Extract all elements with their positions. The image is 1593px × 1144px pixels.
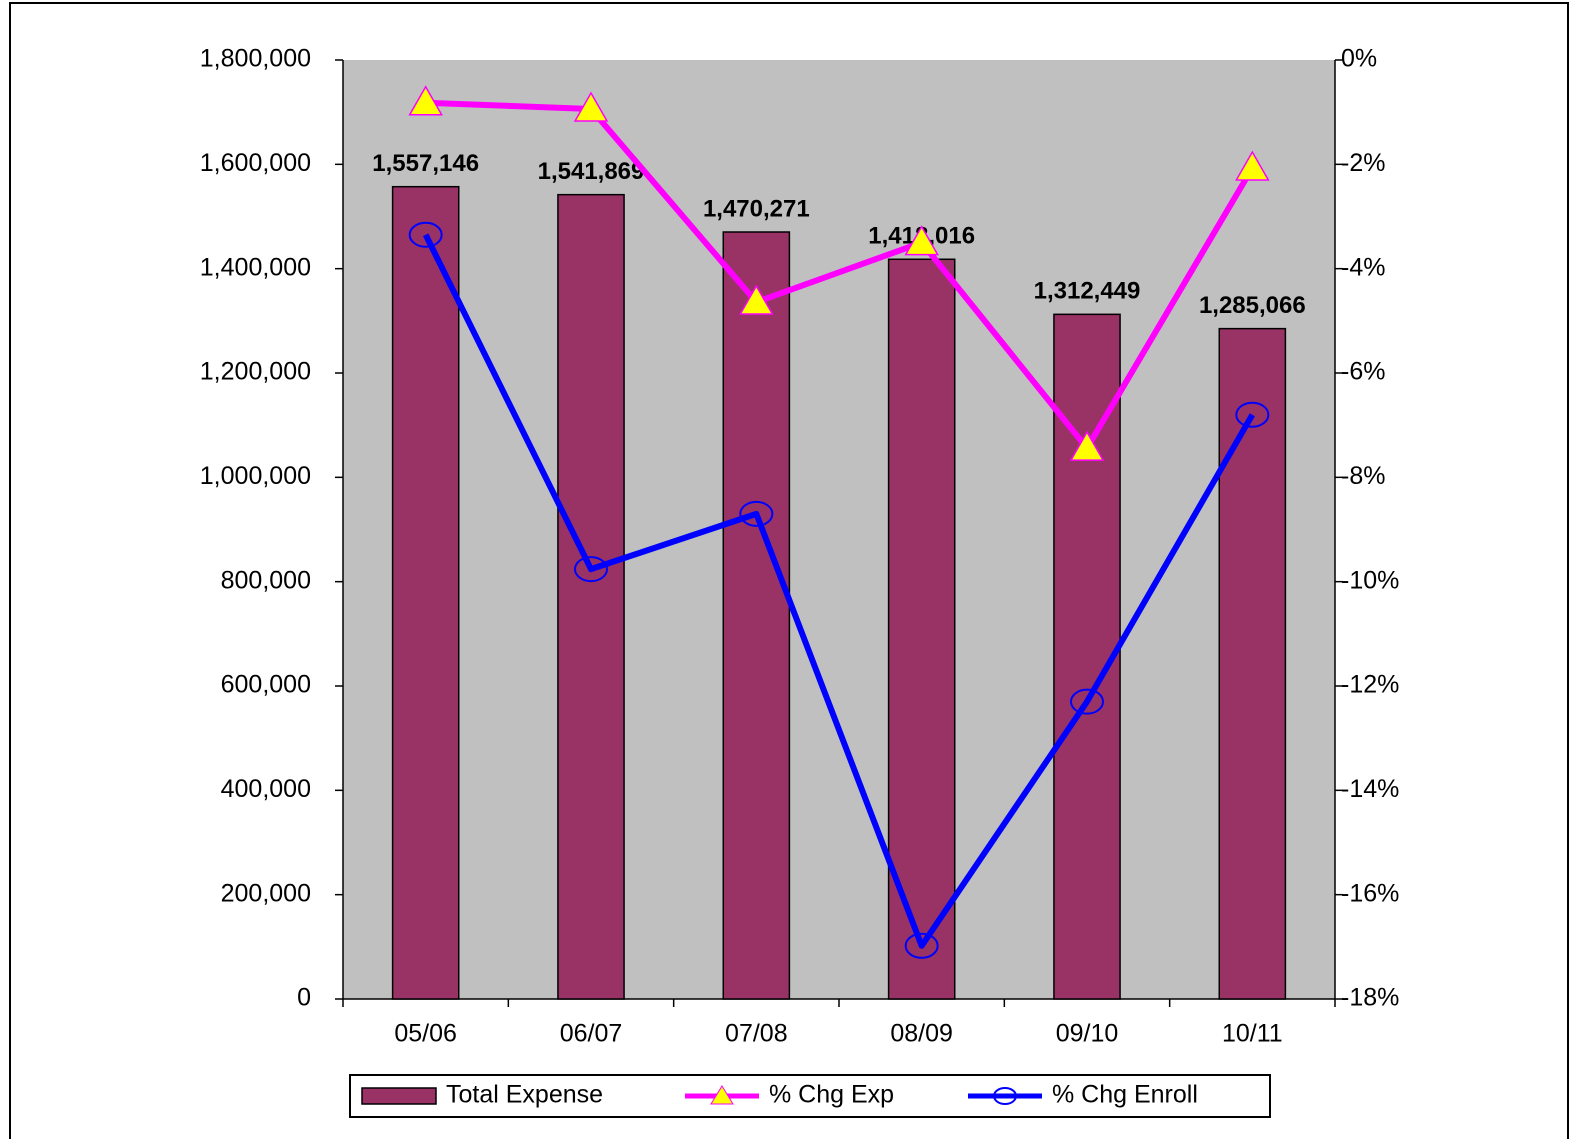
legend-marker	[710, 1085, 734, 1105]
y-tick-label: 0	[297, 984, 311, 1012]
marker	[904, 932, 939, 959]
y-tick-label: 1,400,000	[200, 253, 311, 281]
bar	[557, 193, 625, 1000]
marker	[739, 500, 774, 527]
y-tick-label: 1,800,000	[200, 45, 311, 73]
y-tick-label: 1,000,000	[200, 462, 311, 490]
marker	[408, 85, 443, 116]
bar	[887, 258, 956, 1000]
y-tick-label: 600,000	[221, 671, 311, 699]
y2-tick-label: -16%	[1341, 879, 1399, 907]
marker	[408, 221, 443, 248]
y-tick-label: 1,600,000	[200, 149, 311, 177]
line	[422, 233, 1255, 949]
y2-tick-label: -2%	[1341, 149, 1385, 177]
marker	[904, 225, 939, 256]
bar	[391, 185, 460, 1000]
legend-label: % Chg Exp	[769, 1081, 894, 1109]
plot-area	[343, 60, 1335, 999]
marker	[1070, 688, 1104, 715]
y-tick-label: 200,000	[221, 879, 311, 907]
legend-marker	[993, 1087, 1017, 1105]
data-label: 1,285,066	[1199, 292, 1306, 319]
y2-tick-label: -6%	[1341, 358, 1385, 386]
y2-tick-label: -4%	[1341, 253, 1385, 281]
x-tick-label: 05/06	[394, 1020, 457, 1048]
y-tick-label: 400,000	[221, 775, 311, 803]
legend	[349, 1074, 1271, 1118]
bar	[1053, 313, 1121, 1000]
bar	[1218, 327, 1287, 1000]
marker	[1235, 150, 1270, 181]
x-tick-label: 09/10	[1056, 1020, 1119, 1048]
data-label: 1,312,449	[1034, 278, 1141, 305]
marker	[1235, 401, 1270, 428]
y-tick-label: 800,000	[221, 566, 311, 594]
legend-label: Total Expense	[446, 1081, 603, 1109]
x-tick-label: 07/08	[725, 1020, 788, 1048]
bar	[722, 231, 791, 1000]
line	[425, 99, 1255, 452]
y2-tick-label: -18%	[1341, 984, 1399, 1012]
data-label: 1,541,869	[538, 158, 645, 185]
legend-swatch	[361, 1087, 437, 1105]
y2-tick-label: -10%	[1341, 566, 1399, 594]
x-tick-label: 10/11	[1222, 1020, 1283, 1048]
x-tick-label: 08/09	[890, 1020, 953, 1048]
y2-tick-label: -14%	[1341, 775, 1399, 803]
y2-tick-label: -8%	[1341, 462, 1385, 490]
data-label: 1,470,271	[703, 195, 810, 222]
legend-label: % Chg Enroll	[1052, 1081, 1198, 1109]
marker	[573, 91, 609, 122]
y2-tick-label: 0%	[1341, 45, 1377, 73]
marker	[1069, 430, 1105, 461]
marker	[574, 556, 608, 583]
y2-tick-label: -12%	[1341, 671, 1399, 699]
x-tick-label: 06/07	[560, 1020, 623, 1048]
data-label: 1,557,146	[372, 150, 479, 177]
marker	[739, 284, 774, 315]
y-tick-label: 1,200,000	[200, 358, 311, 386]
